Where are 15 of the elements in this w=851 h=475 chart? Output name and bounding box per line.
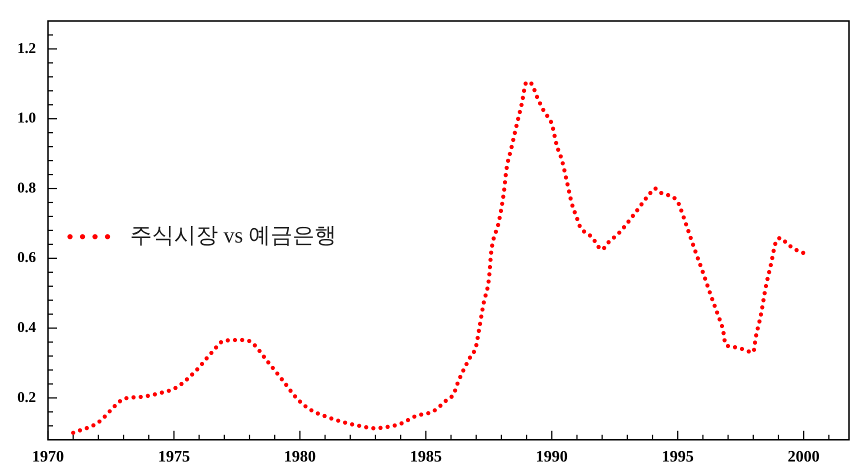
- x-tick-label: 2000: [788, 448, 820, 466]
- y-tick-label: 0.2: [17, 390, 36, 406]
- line-series: [71, 80, 806, 435]
- legend-label: 주식시장 vs 예금은행: [130, 222, 337, 248]
- y-tick-label: 0.8: [17, 180, 36, 196]
- x-tick-label: 1975: [158, 448, 190, 466]
- x-tick-label: 1985: [410, 448, 442, 466]
- y-tick-label: 0.6: [17, 250, 36, 266]
- x-tick-label: 1995: [662, 448, 694, 466]
- y-tick-label: 1.2: [17, 40, 36, 57]
- x-tick-label: 1990: [536, 448, 568, 466]
- x-tick-label: 1970: [32, 448, 64, 466]
- y-tick-label: 1.0: [17, 110, 36, 127]
- x-tick-label: 1980: [284, 448, 316, 466]
- y-tick-label: 0.4: [17, 320, 36, 336]
